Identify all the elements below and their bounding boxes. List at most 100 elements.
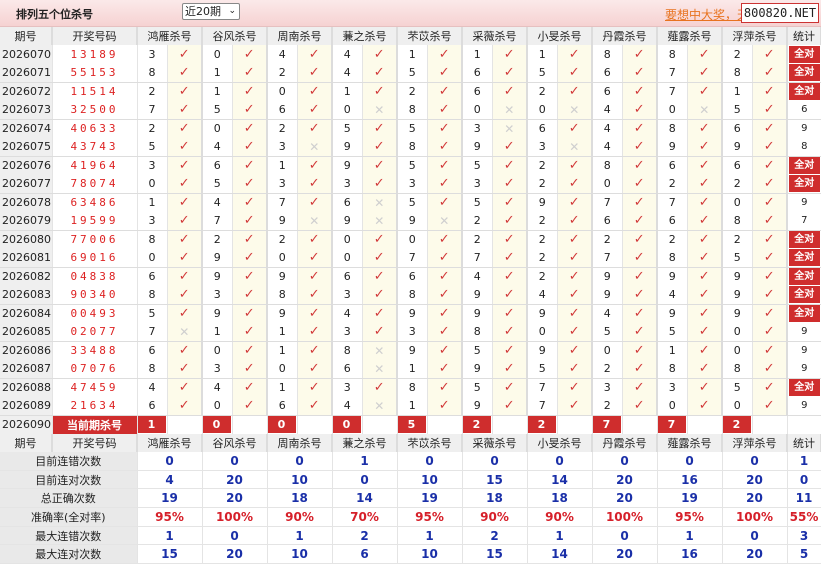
kill-digit: 0 <box>267 359 298 379</box>
check-icon: ✓ <box>427 267 463 286</box>
check-icon: ✓ <box>557 193 593 212</box>
stats-value: 0 <box>202 451 268 471</box>
kill-digit: 2 <box>722 174 753 194</box>
table-row: 2026074 40633 2 ✓ 0 ✓ 2 ✓ 5 ✓ 5 ✓ 3 ✕ 6 ✓ 4 ✓ 8 ✓ 6 ✓ 9 <box>0 119 821 138</box>
cross-icon: ✕ <box>362 193 398 212</box>
kill-digit: 9 <box>267 211 298 231</box>
kill-digit: 4 <box>462 267 493 286</box>
kill-digit: 3 <box>462 174 493 194</box>
check-icon: ✓ <box>167 341 203 360</box>
col-expert: 丹霞杀号 <box>592 27 658 45</box>
check-icon: ✓ <box>427 359 463 379</box>
period-select-value: 近20期 <box>185 5 221 18</box>
kill-digit: 1 <box>397 359 428 379</box>
check-icon: ✓ <box>297 396 333 416</box>
kill-digit: 4 <box>657 285 688 305</box>
check-icon: ✓ <box>752 63 788 83</box>
check-icon: ✓ <box>232 322 268 342</box>
kill-digit: 9 <box>202 304 233 323</box>
kill-digit: 0 <box>267 248 298 268</box>
stats-value: 1 <box>332 451 398 471</box>
stats-label: 总正确次数 <box>0 488 138 509</box>
kill-digit: 7 <box>397 248 428 268</box>
check-icon: ✓ <box>297 359 333 379</box>
kill-digit: 9 <box>202 248 233 268</box>
period: 2026077 <box>0 174 53 194</box>
kill-digit: 2 <box>267 119 298 138</box>
kill-digit: 0 <box>722 396 753 416</box>
all-correct-badge: 全对 <box>789 64 820 81</box>
kill-digit: 8 <box>657 45 688 64</box>
kill-digit: 5 <box>462 378 493 397</box>
draw-number: 41964 <box>52 156 138 175</box>
kill-digit: 2 <box>267 230 298 249</box>
stats-value: 10 <box>397 470 463 490</box>
check-icon: ✓ <box>297 156 333 175</box>
check-icon: ✓ <box>232 285 268 305</box>
stats-row: 目前连错次数 0 0 0 1 0 0 0 0 0 0 1 <box>0 451 821 471</box>
ad-link[interactable]: 要想中大奖，天 <box>665 8 745 22</box>
all-correct-badge: 全对 <box>789 157 820 174</box>
draw-number: 63486 <box>52 193 138 212</box>
stats-value: 0 <box>137 451 203 471</box>
check-icon: ✓ <box>557 248 593 268</box>
check-icon: ✓ <box>297 304 333 323</box>
kill-digit: 3 <box>137 211 168 231</box>
stats-value: 20 <box>722 488 788 509</box>
check-icon: ✓ <box>362 267 398 286</box>
check-icon: ✓ <box>752 359 788 379</box>
check-icon: ✓ <box>492 285 528 305</box>
check-icon: ✓ <box>622 100 658 120</box>
col-expert: 小旻杀号 <box>527 27 593 45</box>
kill-digit: 9 <box>722 304 753 323</box>
kill-digit: 3 <box>137 45 168 64</box>
period: 2026080 <box>0 230 53 249</box>
stats-value: 0 <box>267 451 333 471</box>
kill-digit: 2 <box>657 230 688 249</box>
kill-digit: 5 <box>722 100 753 120</box>
stats-value: 16 <box>657 544 723 565</box>
period: 2026073 <box>0 100 53 120</box>
check-icon: ✓ <box>557 396 593 416</box>
col-expert: 采薇杀号 <box>462 27 528 45</box>
current-period: 2026090 <box>0 415 53 434</box>
kill-number-table: 期号 开奖号码 鸿雁杀号 谷风杀号 周南杀号 蒹之杀号 芣苡杀号 采薇杀号 小旻杀号 丹霞杀号 薤露… <box>0 27 821 565</box>
check-icon: ✓ <box>297 230 333 249</box>
kill-digit: 1 <box>332 82 363 101</box>
kill-digit: 0 <box>722 322 753 342</box>
col-number: 开奖号码 <box>52 27 138 45</box>
check-icon: ✓ <box>752 396 788 416</box>
cross-icon: ✕ <box>492 100 528 120</box>
draw-number: 07076 <box>52 359 138 379</box>
stats-value: 14 <box>527 544 593 565</box>
check-icon: ✓ <box>297 285 333 305</box>
kill-digit: 6 <box>592 82 623 101</box>
check-icon: ✓ <box>232 119 268 138</box>
row-stat: 全对 <box>787 63 821 83</box>
check-icon: ✓ <box>492 45 528 64</box>
kill-digit: 3 <box>267 174 298 194</box>
check-icon: ✓ <box>492 378 528 397</box>
kill-digit: 3 <box>202 285 233 305</box>
check-icon: ✓ <box>687 156 723 175</box>
kill-digit: 4 <box>332 63 363 83</box>
kill-digit: 6 <box>137 396 168 416</box>
col-expert: 丹霞杀号 <box>592 433 658 452</box>
check-icon: ✓ <box>167 100 203 120</box>
check-icon: ✓ <box>622 137 658 157</box>
kill-digit: 5 <box>202 174 233 194</box>
col-expert: 周南杀号 <box>267 433 333 452</box>
period: 2026084 <box>0 304 53 323</box>
cross-icon: ✕ <box>362 100 398 120</box>
cross-icon: ✕ <box>297 137 333 157</box>
check-icon: ✓ <box>752 100 788 120</box>
check-icon: ✓ <box>362 45 398 64</box>
check-icon: ✓ <box>427 230 463 249</box>
table-row: 2026078 63486 1 ✓ 4 ✓ 7 ✓ 6 ✕ 5 ✓ 5 ✓ 9 ✓ 7 ✓ 7 ✓ 0 ✓ 9 <box>0 193 821 212</box>
period-select[interactable]: 近20期 ⌄ <box>182 3 240 20</box>
check-icon: ✓ <box>687 285 723 305</box>
kill-digit: 2 <box>527 211 558 231</box>
check-icon: ✓ <box>232 100 268 120</box>
cross-icon: ✕ <box>297 211 333 231</box>
check-icon: ✓ <box>687 322 723 342</box>
